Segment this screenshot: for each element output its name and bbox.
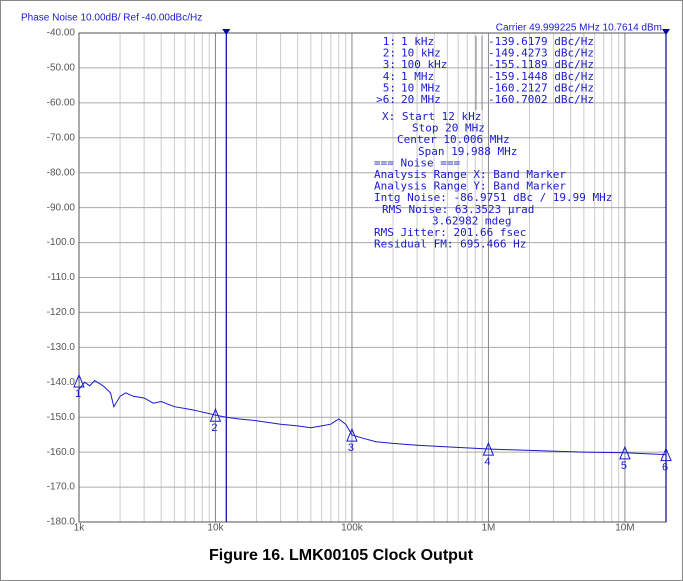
y-tick-label: -120.0 — [47, 307, 76, 318]
marker-triangle — [660, 447, 672, 462]
marker-name: >6: — [376, 93, 396, 106]
trace — [78, 379, 667, 456]
marker-freq: 20 MHz — [401, 93, 441, 106]
annotation: RMS Jitter: 201.66 fsec — [374, 226, 526, 239]
y-tick-label: -90.00 — [47, 202, 76, 213]
chart-title: Phase Noise 10.00dB/ Ref -40.00dBc/Hz — [21, 13, 202, 24]
x-tick-label: 10k — [207, 523, 224, 534]
y-tick-label: -80.00 — [47, 167, 76, 178]
y-tick-label: -160.0 — [47, 447, 76, 458]
y-tick-label: -70.00 — [47, 132, 76, 143]
x-tick-label: 100k — [341, 523, 364, 534]
marker-value: -160.2127 dBc/Hz — [488, 81, 594, 94]
chart-subtitle: Carrier 49.999225 MHz 10.7614 dBm — [496, 23, 662, 34]
marker-freq: 10 kHz — [401, 47, 441, 60]
marker-number: 3 — [348, 442, 354, 454]
y-tick-label: -180.0 — [47, 517, 76, 528]
band-arrow — [662, 29, 670, 35]
marker-freq: 1 MHz — [401, 70, 434, 83]
marker-number: 4 — [484, 456, 490, 468]
annotation: Span 19.988 MHz — [418, 145, 517, 158]
x-tick-label: 1k — [74, 523, 86, 534]
marker-value: -149.4273 dBc/Hz — [488, 47, 594, 60]
marker-freq: 1 kHz — [401, 35, 434, 48]
x-tick-label: 10M — [615, 523, 634, 534]
marker-number: 6 — [662, 461, 668, 473]
marker-value: -159.1448 dBc/Hz — [488, 70, 594, 83]
y-tick-label: -40.00 — [47, 28, 76, 39]
marker-triangle — [346, 427, 358, 442]
y-tick-label: -140.0 — [47, 377, 76, 388]
annotation: === Noise === — [374, 156, 460, 169]
annotation: Intg Noise: -86.9751 dBc / 19.99 MHz — [374, 191, 612, 204]
marker-name: 1: — [383, 35, 396, 48]
marker-name: 2: — [383, 47, 396, 60]
annotation: Analysis Range Y: Band Marker — [374, 180, 566, 193]
marker-triangle — [209, 407, 222, 422]
marker-value: -155.1189 dBc/Hz — [488, 58, 594, 71]
caption: Figure 16. LMK00105 Clock Output — [209, 547, 474, 564]
y-tick-label: -100.0 — [47, 237, 76, 248]
marker-number: 1 — [75, 388, 81, 400]
marker-triangle — [73, 373, 85, 388]
y-tick-label: -60.00 — [47, 97, 76, 108]
marker-value: -160.7002 dBc/Hz — [488, 93, 594, 106]
y-tick-label: -130.0 — [47, 342, 76, 353]
marker-number: 2 — [211, 422, 217, 434]
y-tick-label: -170.0 — [47, 482, 76, 493]
marker-name: 4: — [383, 70, 396, 83]
annotation: Residual FM: 695.466 Hz — [374, 238, 526, 251]
marker-triangle — [482, 441, 495, 456]
y-tick-label: -150.0 — [47, 412, 76, 423]
annotation: Stop 20 MHz — [412, 122, 485, 135]
marker-value: -139.6179 dBc/Hz — [488, 35, 594, 48]
annotation: 3.62982 mdeg — [432, 214, 511, 227]
annotation: RMS Noise: 63.3523 µrad — [382, 203, 534, 216]
band-arrow — [222, 29, 231, 35]
marker-name: 3: — [383, 58, 396, 71]
y-tick-label: -110.0 — [47, 272, 75, 283]
annotation: Analysis Range X: Band Marker — [374, 168, 566, 181]
marker-number: 5 — [621, 460, 627, 472]
annotation: Center 10.006 MHz — [397, 133, 510, 146]
marker-freq: 100 kHz — [401, 58, 447, 71]
marker-name: 5: — [383, 81, 396, 94]
marker-triangle — [619, 445, 631, 460]
y-tick-label: -50.00 — [47, 63, 76, 74]
x-tick-label: 1M — [481, 523, 495, 534]
annotation: X: Start 12 kHz — [382, 110, 481, 123]
marker-freq: 10 MHz — [401, 81, 441, 94]
